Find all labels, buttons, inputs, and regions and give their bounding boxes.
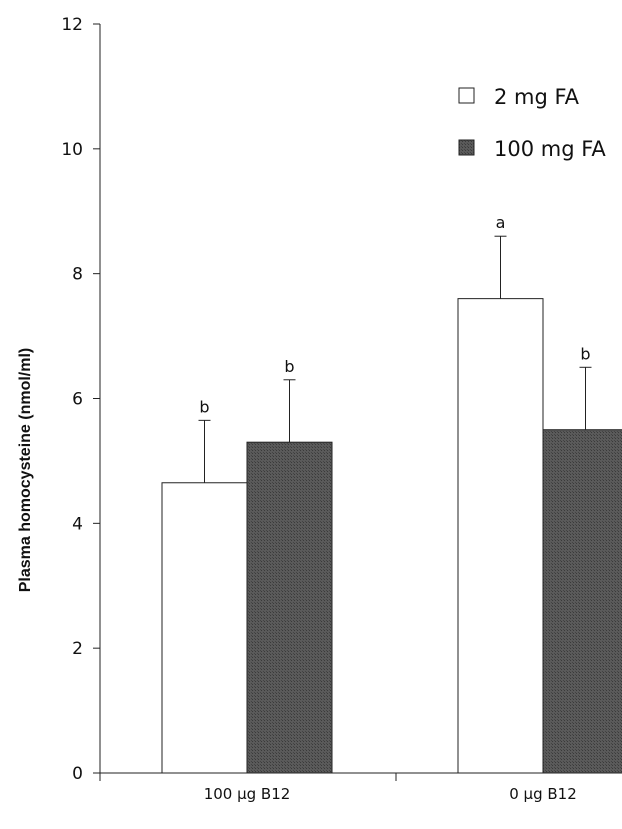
y-axis-label: Plasma homocysteine (nmol/ml) — [17, 348, 34, 593]
y-tick-label: 12 — [61, 15, 83, 35]
y-tick-label: 4 — [72, 514, 83, 534]
bar — [542, 429, 622, 774]
labels: b b 100 µg B12 a b 0 µg B12 — [199, 213, 590, 803]
bars — [161, 235, 622, 774]
bar — [246, 441, 333, 774]
legend: 2 mg FA 100 mg FA — [458, 85, 606, 161]
legend-swatch — [458, 87, 475, 104]
y-tick-label: 10 — [61, 140, 83, 160]
significance-label: b — [199, 397, 209, 416]
bar — [457, 298, 544, 774]
y-tick-label: 6 — [72, 390, 83, 410]
y-tick-label: 2 — [72, 639, 83, 659]
significance-label: b — [284, 357, 294, 376]
bar — [161, 482, 248, 774]
legend-swatch — [458, 139, 475, 156]
x-category-label: 0 µg B12 — [509, 785, 577, 803]
x-category-label: 100 µg B12 — [204, 785, 291, 803]
y-tick-label: 0 — [72, 764, 83, 784]
significance-label: a — [496, 213, 506, 232]
legend-label: 100 mg FA — [494, 137, 606, 161]
significance-label: b — [580, 344, 590, 363]
y-tick-label: 8 — [72, 265, 83, 285]
legend-label: 2 mg FA — [494, 85, 580, 109]
